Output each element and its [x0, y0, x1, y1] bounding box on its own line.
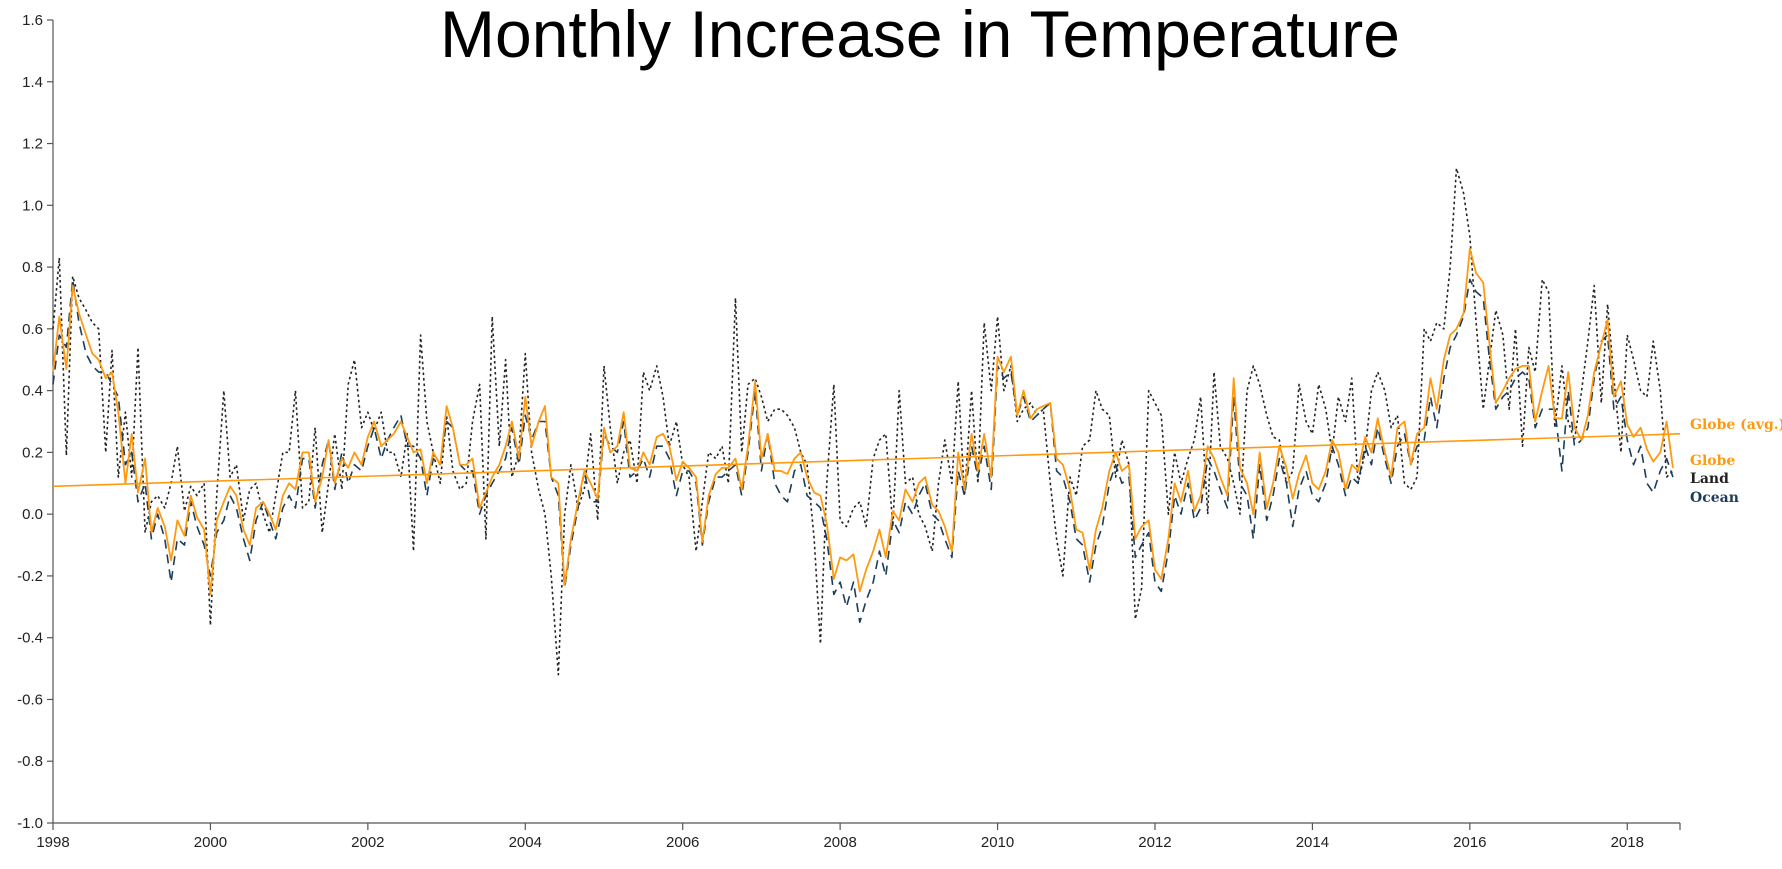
y-tick-label: 1.0 [22, 197, 43, 214]
x-axis: 1998 2000 2002 2004 2006 2008 2010 2012 2014 2016… [36, 822, 1681, 851]
x-tick-label: 2000 [194, 834, 227, 851]
x-tick-label: 2008 [823, 834, 856, 851]
series-layer [52, 167, 1681, 676]
chart-title: Monthly Increase in Temperature [440, 0, 1400, 71]
y-tick-label: 0.0 [22, 506, 43, 523]
y-tick-label: 0.2 [22, 444, 43, 461]
series-line-ocean [52, 278, 1674, 624]
y-tick-label: -0.4 [17, 630, 43, 647]
y-tick-label: 0.6 [22, 321, 43, 338]
legend-label-globe: Globe [1690, 453, 1735, 469]
x-tick-label: 2010 [981, 834, 1014, 851]
legend-label-globe-avg: Globe (avg.) [1690, 417, 1782, 433]
y-tick-label: 0.8 [22, 259, 43, 276]
y-tick-label: -0.6 [17, 691, 43, 708]
y-tick-label: -0.8 [17, 753, 43, 770]
y-axis: 1.6 1.4 1.2 1.0 0.8 0.6 0.4 0.2 0.0 -0.2 -0.4 -0.6 -… [17, 12, 54, 832]
legend-label-ocean: Ocean [1690, 490, 1739, 506]
y-tick-label: 1.6 [22, 12, 43, 29]
x-tick-label: 2006 [666, 834, 699, 851]
legend-label-land: Land [1690, 471, 1729, 487]
series-line-globe-avg [52, 433, 1681, 488]
y-tick-label: -0.2 [17, 568, 43, 585]
x-tick-label: 2018 [1611, 834, 1644, 851]
y-tick-label: -1.0 [17, 815, 43, 832]
x-tick-label: 2016 [1453, 834, 1486, 851]
series-line-globe [52, 247, 1674, 596]
y-tick-label: 1.2 [22, 136, 43, 153]
x-tick-label: 2002 [351, 834, 384, 851]
y-tick-label: 1.4 [22, 74, 43, 91]
x-tick-label: 2014 [1296, 834, 1329, 851]
x-tick-label: 1998 [36, 834, 69, 851]
y-tick-label: 0.4 [22, 383, 43, 400]
series-line-land [52, 167, 1674, 676]
legend: Globe (avg.) Globe Land Ocean [1690, 417, 1782, 506]
x-tick-label: 2004 [509, 834, 542, 851]
x-tick-label: 2012 [1138, 834, 1171, 851]
